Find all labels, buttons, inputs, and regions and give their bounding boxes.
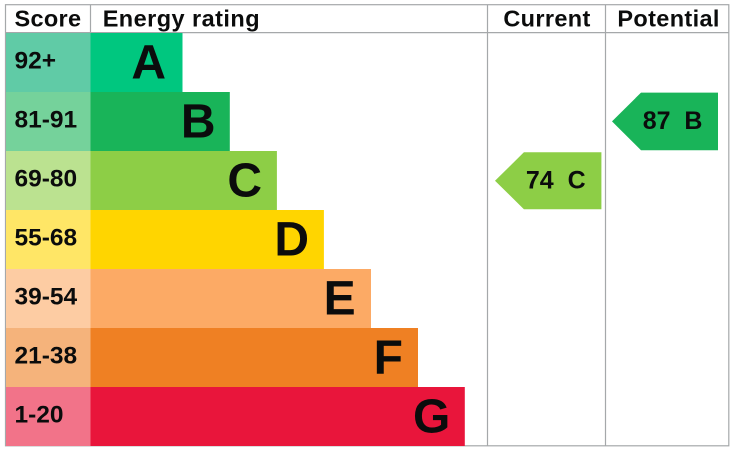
svg-text:E: E <box>324 273 356 326</box>
svg-text:F: F <box>374 332 403 385</box>
svg-text:55-68: 55-68 <box>15 225 78 252</box>
svg-text:D: D <box>274 214 309 267</box>
svg-text:Current: Current <box>503 5 590 31</box>
svg-text:Score: Score <box>15 6 82 32</box>
svg-text:69-80: 69-80 <box>15 166 78 193</box>
svg-text:C: C <box>227 155 262 208</box>
svg-text:39-54: 39-54 <box>15 284 78 311</box>
svg-text:87 B: 87 B <box>643 107 703 135</box>
svg-text:74 C: 74 C <box>526 167 586 195</box>
svg-text:A: A <box>131 37 166 90</box>
svg-text:G: G <box>413 391 450 444</box>
svg-text:1-20: 1-20 <box>15 402 64 429</box>
svg-text:Potential: Potential <box>617 5 719 31</box>
svg-text:92+: 92+ <box>15 48 57 75</box>
svg-text:81-91: 81-91 <box>15 107 78 134</box>
svg-text:B: B <box>181 96 216 149</box>
svg-text:21-38: 21-38 <box>15 343 78 370</box>
svg-text:Energy rating: Energy rating <box>103 6 260 32</box>
